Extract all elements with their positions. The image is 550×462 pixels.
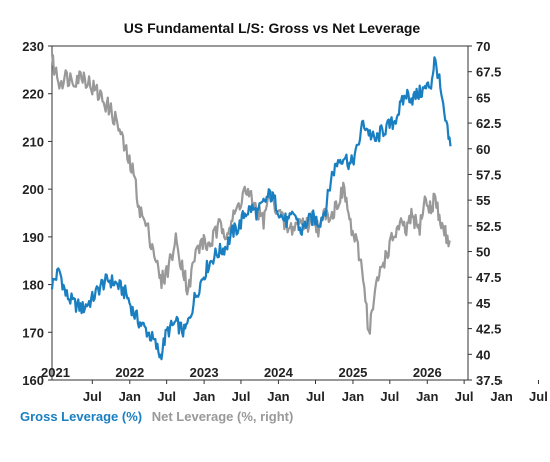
series-line-gross-leverage [50, 56, 452, 361]
right-tick-label: 42.5 [476, 322, 501, 337]
legend-gross-leverage: Gross Leverage (%) [20, 409, 143, 424]
right-tick-label: 40 [476, 347, 490, 362]
right-tick-label: 50 [476, 245, 490, 260]
x-tick-label: Jul [529, 389, 548, 404]
x-tick-label: Jul [306, 389, 325, 404]
right-tick-label: 45 [476, 296, 490, 311]
right-tick-label: 67.5 [476, 65, 501, 80]
plot-frame [51, 45, 469, 381]
x-tick-label: Jan [193, 389, 215, 404]
chart-legend: Gross Leverage (%) Net Leverage (%, righ… [20, 409, 299, 424]
x-tick-label: Jul [83, 389, 102, 404]
year-label: 2022 [115, 365, 144, 380]
x-tick-label: Jul [455, 389, 474, 404]
right-tick-label: 62.5 [476, 116, 501, 131]
right-tick-label: 60 [476, 142, 490, 157]
left-tick-label: 170 [22, 325, 44, 340]
series-line-net-leverage [50, 54, 451, 335]
year-label: 2021 [41, 365, 70, 380]
year-label: 2024 [264, 365, 294, 380]
x-tick-label: Jul [157, 389, 176, 404]
x-tick-label: Jul [232, 389, 251, 404]
left-tick-label: 180 [22, 278, 44, 293]
x-tick-label: Jan [119, 389, 141, 404]
year-label: 2026 [413, 365, 442, 380]
x-tick-label: Jan [342, 389, 364, 404]
left-tick-label: 200 [22, 182, 44, 197]
right-tick-label: 37.5 [476, 373, 501, 388]
x-tick-label: Jul [380, 389, 399, 404]
left-tick-label: 190 [22, 230, 44, 245]
right-tick-label: 65 [476, 90, 490, 105]
right-tick-label: 70 [476, 39, 490, 54]
left-tick-label: 230 [22, 39, 44, 54]
year-label: 2023 [190, 365, 219, 380]
left-tick-label: 210 [22, 134, 44, 149]
x-tick-label: Jan [267, 389, 289, 404]
chart-title: US Fundamental L/S: Gross vs Net Leverag… [124, 20, 421, 36]
right-tick-label: 47.5 [476, 270, 501, 285]
right-tick-label: 52.5 [476, 219, 501, 234]
left-tick-label: 160 [22, 373, 44, 388]
legend-net-leverage: Net Leverage (%, right) [151, 409, 294, 424]
right-tick-label: 55 [476, 193, 490, 208]
x-tick-label: Jan [490, 389, 512, 404]
x-tick-label: Jan [416, 389, 438, 404]
left-tick-label: 220 [22, 87, 44, 102]
year-label: 2025 [338, 365, 367, 380]
right-tick-label: 57.5 [476, 167, 501, 182]
